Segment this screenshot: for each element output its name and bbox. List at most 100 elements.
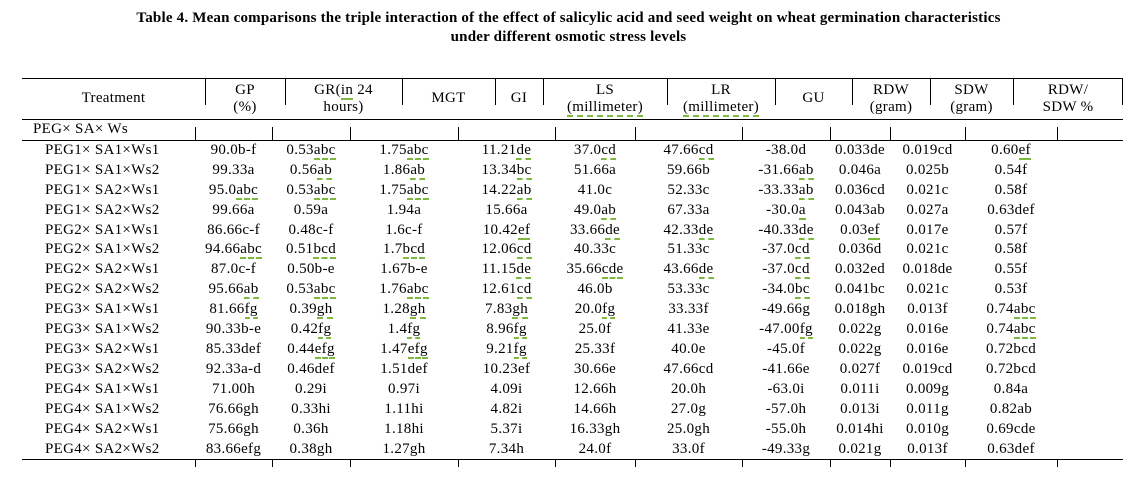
value-cell: 15.66a [485, 201, 528, 218]
value-cell: 1.27gh [382, 440, 426, 457]
table-row: PEG4× SA2×Ws2 83.66efg 0.38gh 1.27gh 7.34h 24… [22, 440, 1123, 460]
value-cell: 25.0gh [666, 420, 711, 437]
value-cell: 81.66fg [209, 301, 258, 320]
value-cell: 10.42ef [482, 221, 531, 240]
value-cell: 1.7bcd [382, 241, 426, 260]
value-cell: 0.74abc [986, 321, 1036, 340]
spellcheck-underline: bcd [402, 241, 426, 260]
value-cell: 16.33gh [569, 420, 621, 437]
value-cell: 95.0abc [208, 181, 259, 200]
treatment-cell: PEG3× SA2×Ws2 [45, 360, 160, 377]
value-cell: 85.33def [205, 340, 262, 357]
value-cell: 0.57f [994, 221, 1028, 238]
group-cell [830, 120, 890, 141]
spellcheck-underline: cd [794, 261, 810, 280]
column-header: GR(in 24 hours) [285, 78, 402, 120]
spellcheck-underline: de [698, 261, 714, 280]
value-cell: 0.021c [906, 241, 949, 258]
filler-cell [1057, 280, 1123, 300]
value-cell: 0.016e [906, 340, 949, 357]
table-row: PEG1× SA2×Ws1 95.0abc 0.53abc 1.75abc 14.22a… [22, 181, 1123, 201]
value-cell: -37.0cd [762, 261, 810, 280]
caption-line-1: Table 4. Mean comparisons the triple int… [136, 10, 1001, 26]
column-header: MGT [402, 78, 495, 120]
spellcheck-underline: fg [513, 340, 527, 359]
treatment-cell: PEG3× SA1×Ws2 [45, 321, 160, 338]
value-cell: 0.72bcd [985, 360, 1036, 377]
value-cell: 4.82i [490, 400, 523, 417]
filler-cell [1057, 140, 1123, 160]
value-cell: 30.66e [573, 360, 617, 377]
value-cell: 20.0h [670, 380, 707, 397]
filler-cell [1057, 260, 1123, 280]
value-cell: 0.69cde [986, 420, 1036, 437]
spellcheck-underline: cd [516, 241, 532, 260]
column-header: RDW (gram) [852, 78, 930, 120]
value-cell: 42.33de [663, 221, 714, 240]
group-row: PEG× SA× Ws [22, 120, 1123, 141]
tick-cell [272, 459, 350, 480]
value-cell: -30.0a [766, 201, 806, 220]
spellcheck-underline: abc [406, 181, 429, 200]
value-cell: 0.72bcd [985, 340, 1036, 357]
treatment-cell: PEG2× SA1×Ws2 [45, 241, 160, 258]
value-cell: -57.0h [765, 400, 807, 417]
value-cell: 0.018gh [834, 301, 886, 318]
value-cell: 0.036d [838, 241, 882, 258]
spellcheck-underline: gh [512, 301, 529, 320]
value-cell: 24.0f [578, 440, 612, 457]
column-header: LS (millimeter) [543, 78, 667, 120]
spellcheck-underline: ab [317, 161, 333, 180]
table-row: PEG2× SA1×Ws2 94.66abc 0.51bcd 1.7bcd 12.06c… [22, 240, 1123, 260]
spellcheck-underline: abc [240, 241, 262, 260]
spellcheck-underline: efg [314, 340, 335, 359]
group-cell [195, 120, 272, 141]
group-cell [1057, 120, 1123, 141]
group-cell [635, 120, 742, 141]
value-cell: -33.33ab [758, 181, 814, 200]
value-cell: 99.66a [212, 201, 255, 218]
value-cell: 92.33a-d [205, 360, 262, 377]
spellcheck-underline: fg [407, 321, 421, 340]
value-cell: 0.38gh [289, 440, 333, 457]
value-cell: 0.60ef [991, 141, 1031, 160]
spellcheck-underline: ef [867, 221, 880, 240]
value-cell: 1.76abc [379, 281, 429, 300]
value-cell: 0.63def [987, 440, 1035, 457]
filler-cell [1057, 221, 1123, 241]
value-cell: 1.11hi [384, 400, 424, 417]
value-cell: 7.83gh [484, 301, 529, 320]
column-header: GU [775, 78, 852, 120]
value-cell: 14.66h [573, 400, 617, 417]
spellcheck-underline: abc [406, 141, 429, 160]
value-cell: 0.027a [906, 201, 949, 218]
results-table: Treatment GP (%) GR(in 24 hours) MGT GI LS (mill… [22, 78, 1123, 480]
value-cell: 53.33c [667, 281, 710, 298]
treatment-cell: PEG4× SA2×Ws1 [45, 420, 160, 437]
spellcheck-underline: (millimeter) [566, 98, 644, 117]
value-cell: 40.33c [573, 241, 617, 258]
value-cell: 14.22ab [481, 181, 532, 200]
value-cell: 0.54f [994, 161, 1028, 178]
spellcheck-underline: ef [1018, 141, 1031, 160]
value-cell: 13.34bc [481, 161, 532, 180]
table-row: PEG1× SA1×Ws1 90.0b-f 0.53abc 1.75abc 11.21d… [22, 140, 1123, 160]
spellcheck-underline: de [516, 141, 532, 160]
value-cell: 10.23ef [482, 360, 531, 377]
group-cell [965, 120, 1057, 141]
tick-cell [195, 459, 272, 480]
spellcheck-underline: ab [516, 181, 532, 200]
tick-cell [742, 459, 830, 480]
tick-cell [555, 459, 635, 480]
spellcheck-underline: de [516, 261, 532, 280]
value-cell: 0.58f [994, 181, 1028, 198]
table-row: PEG2× SA2×Ws1 87.0c-f 0.50b-e 1.67b-e 11.15d… [22, 260, 1123, 280]
value-cell: 0.025b [905, 161, 950, 178]
value-cell: 12.66h [573, 380, 617, 397]
value-cell: 87.0c-f [211, 261, 256, 278]
table-caption: Table 4. Mean comparisons the triple int… [0, 0, 1137, 46]
value-cell: -38.0d [765, 141, 807, 158]
group-cell [555, 120, 635, 141]
value-cell: 11.15de [481, 261, 532, 280]
value-cell: 33.66de [569, 221, 620, 240]
